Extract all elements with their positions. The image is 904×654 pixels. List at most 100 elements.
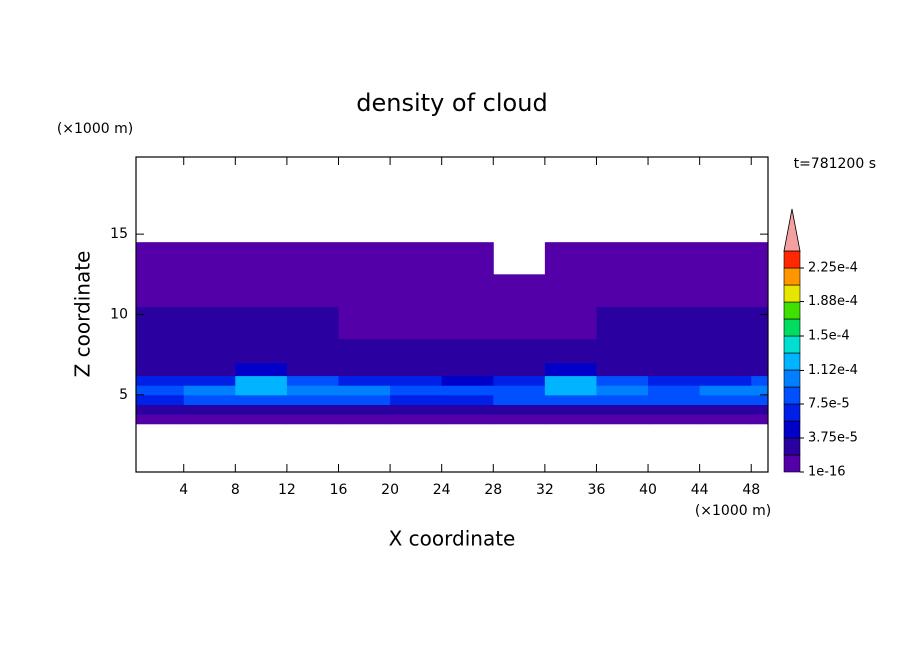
contour-cell [235,242,288,275]
contour-cell [286,362,339,377]
contour-cell [544,306,597,340]
x-tick-label: 36 [588,482,606,498]
colorbar-band [783,437,801,456]
contour-cell [441,306,494,340]
contour-cell [596,242,649,275]
colorbar-band [783,352,801,371]
contour-cell [648,385,701,396]
contour-cell [136,404,185,415]
contour-cell [183,362,236,377]
time-annotation: t=781200 s [794,156,876,172]
contour-cell [183,375,236,386]
contour-cell [235,414,288,425]
contour-cell [136,306,185,340]
colorbar-band [783,420,801,439]
contour-cell [596,274,649,307]
contour-cell [544,274,597,307]
contour-cell [390,414,443,425]
x-tick-label: 20 [381,482,399,498]
x-tick-label: 28 [484,482,502,498]
contour-cell [648,394,701,405]
chart-title: density of cloud [356,89,547,117]
contour-cell [699,404,752,415]
contour-cell [544,414,597,425]
contour-cell [390,394,443,405]
contour-cell [544,362,597,377]
contour-cell [441,404,494,415]
contour-cell [286,394,339,405]
contour-cell [183,394,236,405]
contour-cell [751,338,769,364]
contour-cell [390,338,443,364]
contour-cell [493,338,546,364]
contour-cell [183,274,236,307]
colorbar-band [783,318,801,337]
contour-cell [751,414,769,425]
contour-cell [699,385,752,396]
contour-cell [338,362,391,377]
contour-cell [544,394,597,405]
contour-cell [596,375,649,386]
contour-cell [286,375,339,386]
y-tick-label: 15 [110,226,128,242]
contour-cell [699,375,752,386]
contour-cell [286,404,339,415]
x-axis-label: X coordinate [389,527,516,551]
contour-cell [136,385,185,396]
contour-cell [136,242,185,275]
contour-cell [286,338,339,364]
contour-cell [699,306,752,340]
contour-cell [235,404,288,415]
contour-cell [441,338,494,364]
contour-cell [183,242,236,275]
contour-cell [235,394,288,405]
x-tick-label: 32 [536,482,554,498]
contour-cell [338,306,391,340]
contour-cell [751,385,769,396]
contour-cell [441,414,494,425]
contour-cell [544,242,597,275]
contour-cell [338,375,391,386]
colorbar-tick-label: 1.5e-4 [808,329,850,344]
contour-cell [493,362,546,377]
contour-cell [441,242,494,275]
contour-cell [390,306,443,340]
y-unit: (×1000 m) [57,121,133,137]
colorbar-band [783,403,801,422]
colorbar-tick-label: 3.75e-5 [808,431,858,446]
contour-cell [699,362,752,377]
contour-cell [751,306,769,340]
contour-cell [751,242,769,275]
contour-cell [648,242,701,275]
contour-cell [235,306,288,340]
contour-cell [390,385,443,396]
x-tick-label: 8 [231,482,240,498]
contour-cell [235,375,288,386]
contour-cell [544,385,597,396]
colorbar-band [783,369,801,388]
contour-cell [596,362,649,377]
x-tick-label: 4 [179,482,188,498]
colorbar-band [783,267,801,286]
contour-cell [183,306,236,340]
contour-cell [596,385,649,396]
contour-cell [136,414,185,425]
contour-cell [596,414,649,425]
contour-cell [235,362,288,377]
contour-cell [390,375,443,386]
contour-cell [751,274,769,307]
contour-cell [544,404,597,415]
contour-cell [699,338,752,364]
contour-cell [493,404,546,415]
x-tick-label: 16 [330,482,348,498]
contour-cell [338,394,391,405]
contour-cell [648,306,701,340]
contour-cell [390,242,443,275]
contour-cell [699,274,752,307]
contour-cell [493,394,546,405]
contour-cell [493,414,546,425]
contour-cell [136,338,185,364]
contour-cell [286,274,339,307]
contour-cell [338,274,391,307]
contour-cell [751,394,769,405]
